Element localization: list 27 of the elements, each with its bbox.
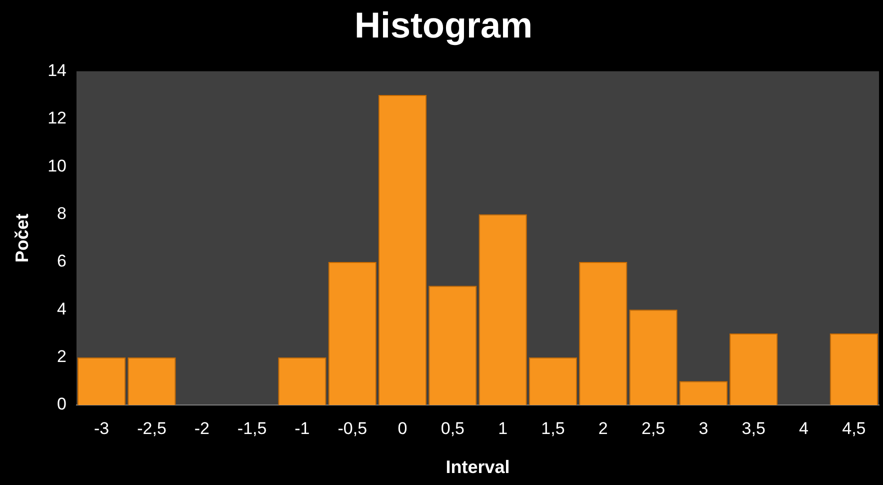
x-tick-label: 4: [799, 418, 808, 438]
x-tick-label: 1,5: [541, 418, 565, 438]
x-tick-label: -1: [294, 418, 310, 438]
y-tick-label: 8: [57, 204, 67, 223]
y-tick-label: 4: [57, 299, 67, 318]
x-tick-label: -2,5: [137, 418, 166, 438]
x-tick-label: 0,5: [440, 418, 464, 438]
y-tick-label: 6: [57, 252, 67, 271]
y-tick-label: 12: [48, 108, 67, 128]
x-tick-label: 4,5: [842, 418, 866, 438]
y-tick-label: 10: [48, 156, 67, 176]
x-tick-label: 3,5: [742, 418, 766, 438]
y-tick-label: 2: [57, 347, 67, 366]
y-axis-title: Počet: [12, 214, 32, 263]
x-tick-label: 2,5: [641, 418, 666, 438]
x-tick-label: 0: [398, 418, 408, 438]
y-tick-label: 14: [48, 60, 67, 80]
chart-title: Histogram: [354, 4, 533, 46]
x-axis-title: Interval: [446, 457, 510, 478]
x-tick-label: 1: [498, 418, 508, 438]
x-tick-label: -2: [194, 418, 210, 438]
y-tick-label: 0: [57, 394, 67, 414]
x-tick-label: -3: [94, 418, 110, 438]
x-tick-label: -0,5: [338, 418, 368, 438]
x-tick-label: 3: [698, 418, 708, 438]
x-tick-label: 2: [598, 418, 608, 438]
x-tick-label: -1,5: [237, 418, 267, 438]
